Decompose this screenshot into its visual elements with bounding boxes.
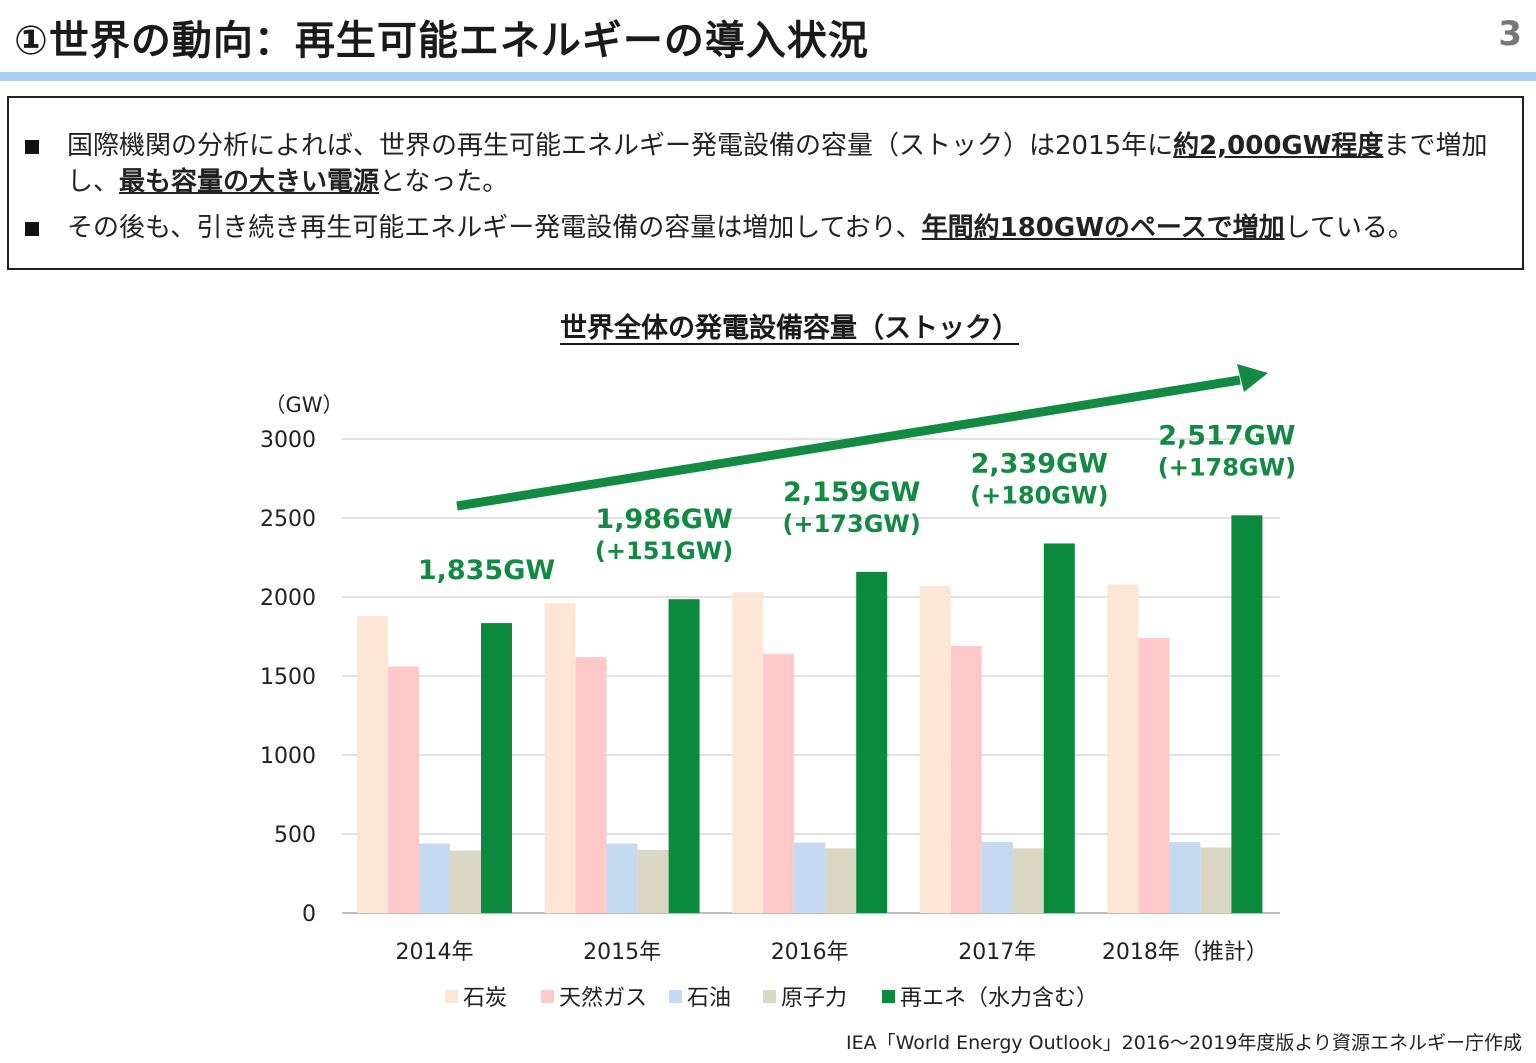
legend-label: 石油 (687, 986, 731, 1011)
bullet-square-icon (25, 140, 39, 154)
bar-series-1 (388, 666, 419, 913)
bullet-highlight: 最も容量の大きい電源 (119, 167, 380, 197)
data-label-delta: (+173GW) (783, 510, 921, 538)
bar-series-1 (1138, 638, 1170, 913)
bar-series-2 (1169, 841, 1201, 913)
y-tick-label: 2500 (260, 507, 316, 532)
data-label-total: 2,159GW (783, 477, 920, 508)
bar-series-0 (357, 615, 388, 913)
legend-swatch (763, 990, 776, 1003)
y-tick-label: 1500 (260, 665, 316, 690)
source-note: IEA「World Energy Outlook」2016～2019年度版より資… (846, 1032, 1522, 1054)
bullet-text-part: 国際機関の分析によれば、世界の再生可能エネルギー発電設備の容量（ストック）は20… (67, 131, 1174, 161)
page-number: 3 (1498, 14, 1522, 54)
legend-label: 石炭 (463, 986, 507, 1011)
page-title: ①世界の動向：再生可能エネルギーの導入状況 (14, 18, 869, 64)
bar-series-2 (794, 842, 826, 913)
chart-title: 世界全体の発電設備容量（ストック） (560, 313, 1019, 344)
bar-renewable (1231, 515, 1263, 913)
y-axis-label: （GW） (264, 393, 343, 417)
bar-series-3 (1200, 847, 1232, 913)
legend-swatch (882, 990, 895, 1003)
bullet-highlight: 約2,000GW程度 (1173, 131, 1384, 161)
y-tick-label: 3000 (260, 428, 316, 453)
data-label-delta: (+180GW) (970, 481, 1108, 509)
bullet-square-icon (25, 222, 39, 236)
bar-series-3 (1012, 848, 1044, 913)
bar-series-0 (919, 585, 951, 913)
data-label-total: 2,339GW (971, 448, 1108, 479)
y-tick-label: 2000 (260, 586, 316, 611)
bar-renewable (668, 599, 700, 913)
x-tick-label: 2017年 (958, 940, 1036, 965)
x-tick-label: 2014年 (396, 940, 474, 965)
bar-renewable (481, 623, 512, 913)
x-tick-label: 2016年 (771, 940, 849, 965)
bar-series-0 (544, 603, 576, 913)
bullet-text-part: となった。 (379, 167, 509, 197)
title-divider (0, 72, 1536, 81)
y-tick-label: 1000 (260, 744, 316, 769)
legend-swatch (445, 990, 458, 1003)
bullet-text-part: している。 (1284, 213, 1414, 243)
trend-arrow-shaft (456, 375, 1241, 511)
bar-series-3 (637, 849, 669, 913)
bar-series-3 (825, 848, 857, 913)
data-label-delta: (+178GW) (1158, 453, 1296, 481)
trend-arrow-head-icon (1237, 364, 1268, 392)
data-label-delta: (+151GW) (595, 537, 733, 565)
bar-series-1 (950, 645, 982, 913)
bar-series-0 (1107, 584, 1139, 913)
summary-box: 国際機関の分析によれば、世界の再生可能エネルギー発電設備の容量（ストック）は20… (7, 96, 1524, 270)
legend-label: 天然ガス (559, 986, 647, 1011)
y-tick-label: 500 (274, 823, 316, 848)
x-tick-label: 2018年（推計） (1102, 940, 1268, 965)
bar-series-2 (606, 843, 638, 913)
data-label-total: 1,835GW (418, 555, 555, 586)
bar-series-2 (981, 841, 1013, 913)
bar-series-3 (450, 850, 481, 913)
legend-swatch (541, 990, 554, 1003)
data-label-total: 1,986GW (595, 504, 732, 535)
bullet-text-part: まで増加し、 (67, 131, 1488, 197)
x-tick-label: 2015年 (583, 940, 661, 965)
bullet-text: 国際機関の分析によれば、世界の再生可能エネルギー発電設備の容量（ストック）は20… (67, 128, 1497, 200)
legend-label: 再エネ（水力含む） (900, 986, 1098, 1011)
bar-series-1 (763, 653, 795, 913)
bar-series-2 (419, 843, 450, 913)
bullet-text-part: その後も、引き続き再生可能エネルギー発電設備の容量は増加しており、 (67, 213, 922, 243)
bar-series-0 (732, 592, 764, 913)
bullet-highlight: 年間約180GWのペースで増加 (921, 213, 1285, 243)
y-tick-label: 0 (302, 902, 316, 927)
legend-label: 原子力 (781, 986, 847, 1011)
legend-swatch (669, 990, 682, 1003)
bar-renewable (856, 571, 888, 913)
bullet-text: その後も、引き続き再生可能エネルギー発電設備の容量は増加しており、年間約180G… (67, 210, 1497, 246)
data-label-total: 2,517GW (1158, 420, 1295, 451)
bar-series-1 (575, 657, 607, 913)
bar-renewable (1043, 543, 1075, 913)
